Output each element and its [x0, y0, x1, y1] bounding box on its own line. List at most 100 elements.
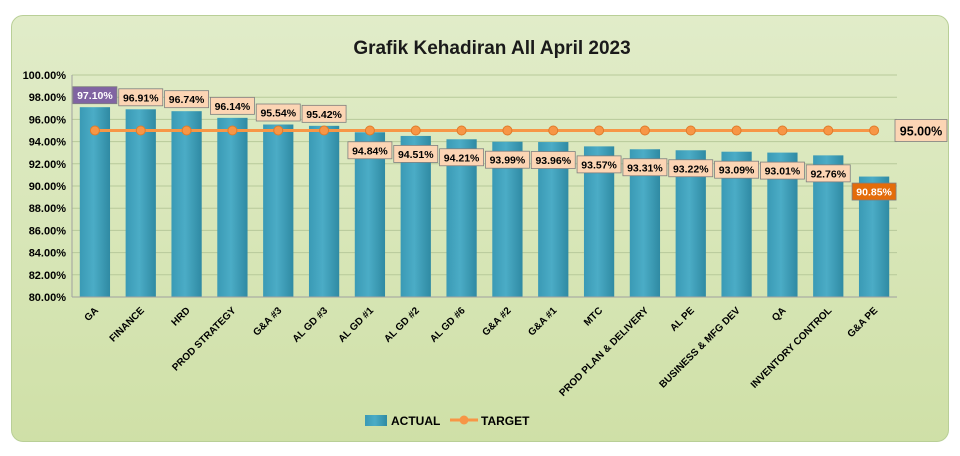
- x-tick-label: AL PE: [668, 305, 697, 334]
- data-label: 97.10%: [77, 90, 113, 102]
- legend-actual-label: ACTUAL: [391, 414, 440, 428]
- legend[interactable]: ACTUAL TARGET: [365, 414, 530, 428]
- data-label: 90.85%: [856, 187, 892, 199]
- data-label-box: [668, 159, 714, 178]
- x-tick-label: AL GD #2: [382, 305, 422, 345]
- target-point: [89, 125, 100, 136]
- y-tick-label: 90.00%: [29, 181, 67, 193]
- target-point: [410, 125, 421, 136]
- data-label: 94.84%: [352, 145, 388, 157]
- target-point: [639, 125, 650, 136]
- target-point: [594, 125, 605, 136]
- target-point: [456, 125, 467, 136]
- bars: [79, 107, 890, 297]
- target-point: [548, 125, 559, 136]
- target-point: [273, 125, 284, 136]
- target-point: [181, 125, 192, 136]
- data-label: 92.76%: [810, 168, 846, 180]
- data-label: 96.91%: [123, 92, 159, 104]
- x-tick-label: BUSINESS & MFG DEV: [658, 305, 743, 390]
- data-labels: 97.10% 96.91% 96.74% 96.14% 95.54% 95.42% 94.8…: [72, 86, 948, 201]
- data-label: 95.54%: [260, 108, 296, 120]
- target-point: [319, 125, 330, 136]
- y-tick-label: 96.00%: [29, 114, 67, 126]
- data-label: 93.99%: [490, 155, 526, 167]
- y-tick-label: 98.00%: [29, 92, 67, 104]
- data-label-box: [164, 90, 209, 109]
- data-label-box: [485, 150, 530, 169]
- data-label: 96.14%: [215, 101, 251, 113]
- target-label: 95.00%: [900, 125, 942, 139]
- target-point: [364, 125, 375, 136]
- y-tick-label: 86.00%: [29, 225, 67, 237]
- target-line: [89, 125, 880, 136]
- x-tick-label: GA: [83, 305, 101, 323]
- bar: [308, 125, 340, 297]
- data-label-box: [714, 160, 759, 179]
- x-tick-label: INVENTORY CONTROL: [749, 305, 834, 390]
- data-label-box: [851, 182, 897, 201]
- data-label-box: [439, 148, 484, 167]
- data-label-box: [210, 96, 255, 115]
- data-label: 94.51%: [398, 149, 434, 161]
- x-tick-label: G&A #2: [480, 305, 513, 338]
- bar: [171, 111, 202, 297]
- target-point: [777, 125, 788, 136]
- x-tick-label: G&A PE: [846, 305, 881, 340]
- data-label: 93.31%: [627, 162, 663, 174]
- x-tick-label: HRD: [170, 305, 193, 328]
- x-tick-label: G&A #3: [251, 305, 284, 338]
- target-point: [685, 125, 696, 136]
- bar: [217, 117, 248, 297]
- data-label-box: [576, 155, 622, 174]
- data-label-box: [530, 151, 576, 169]
- data-label: 94.21%: [444, 152, 480, 164]
- legend-target-label: TARGET: [481, 414, 530, 428]
- data-label: 93.01%: [765, 166, 801, 178]
- data-label-box: [393, 145, 439, 163]
- data-label-box: [805, 164, 851, 183]
- data-label: 95.42%: [306, 109, 342, 121]
- bar: [354, 132, 386, 297]
- data-label: 93.09%: [719, 165, 755, 177]
- data-label-box: [347, 141, 393, 160]
- legend-target-marker: [459, 415, 469, 425]
- target-point: [823, 125, 834, 136]
- target-point: [135, 125, 146, 136]
- x-tick-label: AL GD #6: [428, 305, 468, 345]
- target-point: [869, 125, 880, 136]
- chart-title: Grafik Kehadiran All April 2023: [353, 38, 630, 59]
- y-tick-label: 92.00%: [29, 159, 67, 171]
- bar: [79, 107, 111, 297]
- x-tick-label: QA: [770, 305, 788, 323]
- data-label: 93.96%: [535, 155, 571, 167]
- data-label-box: [622, 158, 668, 177]
- x-tick-label: PROD PLAN & DELIVERY: [557, 305, 651, 399]
- y-tick-label: 84.00%: [29, 248, 67, 260]
- target-point: [502, 125, 513, 136]
- x-tick-label: AL GD #1: [337, 305, 377, 345]
- bar: [125, 109, 156, 297]
- y-tick-label: 100.00%: [23, 70, 67, 82]
- data-label: 96.74%: [169, 94, 205, 106]
- target-point: [227, 125, 238, 136]
- legend-actual-swatch: [365, 415, 387, 426]
- x-tick-label: FINANCE: [108, 305, 147, 344]
- data-label-box: [118, 88, 164, 107]
- data-label-box: [760, 161, 805, 180]
- y-tick-label: 80.00%: [29, 292, 67, 304]
- y-tick-label: 82.00%: [29, 270, 67, 282]
- target-label-box: [894, 119, 948, 142]
- bar: [263, 124, 294, 297]
- y-axis: 80.00% 82.00% 84.00% 86.00% 88.00% 90.00% 92.0…: [23, 70, 897, 304]
- x-tick-label: MTC: [582, 305, 605, 328]
- data-label-box: [255, 103, 301, 122]
- data-label: 93.22%: [673, 163, 709, 175]
- data-label: 93.57%: [581, 159, 617, 171]
- y-tick-label: 88.00%: [29, 203, 67, 215]
- data-label-box: [72, 86, 118, 105]
- x-tick-label: G&A #1: [526, 305, 559, 338]
- data-label-box: [301, 104, 347, 123]
